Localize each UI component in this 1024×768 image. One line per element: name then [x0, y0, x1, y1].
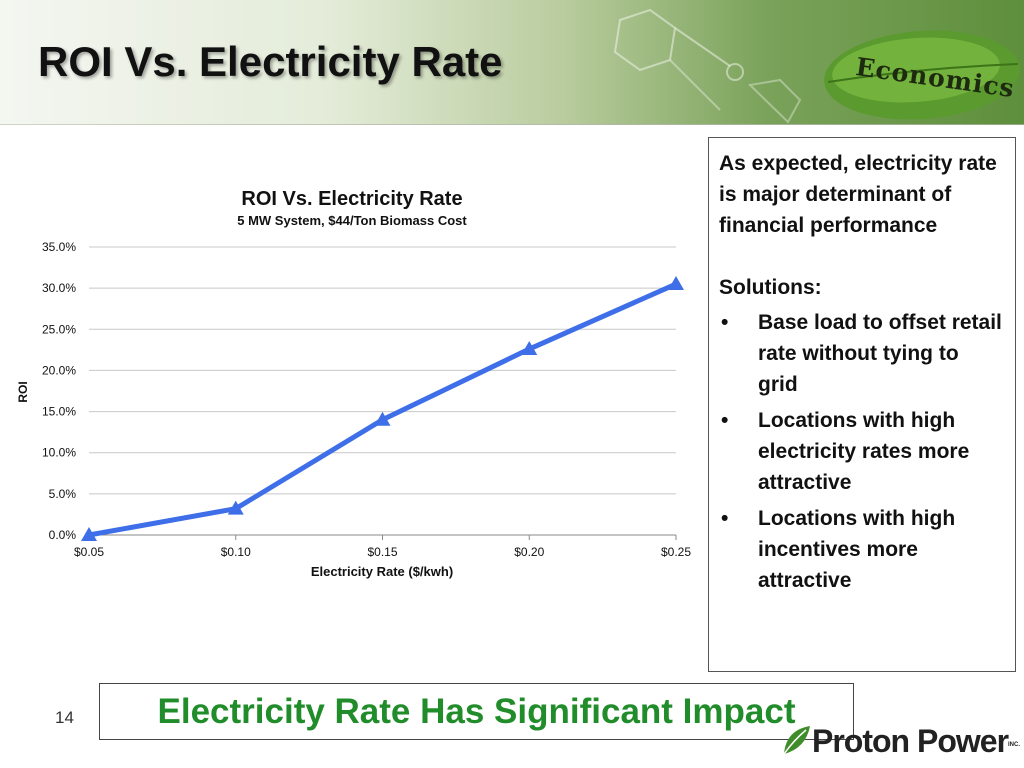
- data-point-marker: [374, 411, 391, 426]
- y-tick-label: 5.0%: [49, 487, 77, 501]
- data-point-marker: [521, 341, 538, 356]
- y-axis-ticks: 0.0% 5.0% 10.0% 15.0% 20.0% 25.0% 30.0% 35.0%: [42, 240, 76, 542]
- notes-intro: As expected, electricity rate is major d…: [719, 152, 997, 237]
- header-divider: [0, 124, 1024, 125]
- solution-text: Base load to offset retail rate without …: [758, 311, 1002, 396]
- solutions-list: • Base load to offset retail rate without…: [719, 307, 1003, 596]
- data-point-marker: [227, 500, 244, 515]
- molecule-decoration: [613, 8, 802, 124]
- data-point-marker: [81, 527, 97, 541]
- y-tick-label: 15.0%: [42, 405, 76, 419]
- callout-box: Electricity Rate Has Significant Impact: [99, 683, 854, 740]
- y-tick-label: 20.0%: [42, 363, 76, 377]
- logo-text: Proton Power: [812, 723, 1009, 759]
- data-point-marker: [668, 276, 684, 291]
- bullet-icon: •: [721, 409, 729, 432]
- x-tick-label: $0.05: [74, 545, 104, 559]
- slide-header: ROI Vs. Electricity Rate Economics: [0, 0, 1024, 125]
- solution-text: Locations with high incentives more attr…: [758, 507, 956, 592]
- chart-subtitle: 5 MW System, $44/Ton Biomass Cost: [237, 213, 467, 228]
- y-tick-label: 0.0%: [49, 528, 77, 542]
- chart-series: [81, 276, 684, 541]
- y-tick-label: 25.0%: [42, 322, 76, 336]
- leaf-icon: [824, 30, 1020, 120]
- bullet-icon: •: [721, 507, 729, 530]
- notes-panel: As expected, electricity rate is major d…: [708, 137, 1016, 672]
- page-title: ROI Vs. Electricity Rate: [38, 38, 503, 85]
- logo-leaf-icon: [783, 726, 810, 755]
- logo-suffix: INC.: [1008, 742, 1020, 748]
- roi-line-chart: ROI Vs. Electricity Rate 5 MW System, $4…: [16, 188, 691, 579]
- x-tick-label: $0.10: [221, 545, 251, 559]
- y-tick-label: 35.0%: [42, 240, 76, 254]
- solution-text: Locations with high electricity rates mo…: [758, 409, 970, 494]
- list-item: • Base load to offset retail rate without…: [719, 307, 1003, 400]
- solutions-heading: Solutions:: [719, 276, 822, 299]
- x-tick-label: $0.15: [367, 545, 397, 559]
- chart-title: ROI Vs. Electricity Rate: [241, 188, 462, 210]
- y-tick-label: 30.0%: [42, 281, 76, 295]
- x-axis-ticks: $0.05 $0.10 $0.15 $0.20 $0.25: [74, 545, 691, 559]
- page-number: 14: [55, 708, 74, 727]
- series-line: [86, 281, 679, 538]
- y-axis-label: ROI: [16, 381, 30, 402]
- y-tick-label: 10.0%: [42, 446, 76, 460]
- chart-gridlines: [88, 246, 677, 540]
- bullet-icon: •: [721, 311, 729, 334]
- list-item: • Locations with high electricity rates m…: [719, 405, 1003, 498]
- list-item: • Locations with high incentives more att…: [719, 503, 1003, 596]
- x-tick-label: $0.20: [514, 545, 544, 559]
- x-tick-label: $0.25: [661, 545, 691, 559]
- x-axis-label: Electricity Rate ($/kwh): [311, 564, 453, 579]
